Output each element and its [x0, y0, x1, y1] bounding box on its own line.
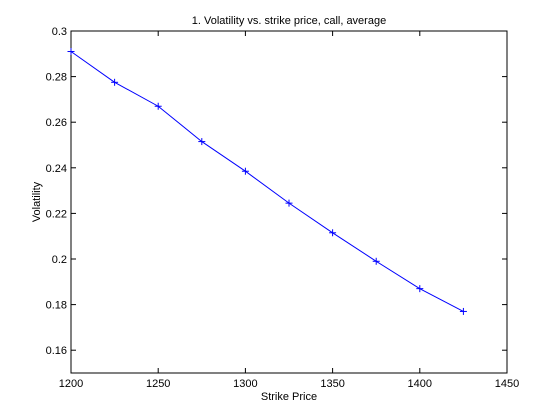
data-point: [329, 229, 337, 237]
y-tick-label: 0.22: [46, 208, 67, 220]
series-line: [70, 51, 464, 312]
data-point: [67, 48, 75, 56]
data-point: [154, 102, 162, 110]
x-tick-label: 1400: [408, 378, 432, 390]
y-tick-label: 0.28: [46, 72, 67, 84]
data-point: [241, 167, 249, 175]
axis-ticks: [70, 30, 508, 373]
y-tick-label: 0.16: [46, 345, 67, 357]
series-markers: [67, 48, 467, 315]
y-axis-label: Volatility: [31, 181, 43, 222]
data-point: [372, 257, 380, 265]
chart-title: 1. Volatility vs. strike price, call, av…: [192, 15, 386, 27]
data-point: [285, 199, 293, 207]
data-point: [111, 78, 119, 86]
y-tick-label: 0.26: [46, 117, 67, 129]
x-tick-label: 1450: [495, 378, 519, 390]
x-tick-label: 1200: [59, 378, 83, 390]
data-point: [459, 307, 467, 315]
x-tick-label: 1250: [146, 378, 170, 390]
y-tick-label: 0.2: [52, 254, 67, 266]
x-tick-label: 1350: [320, 378, 344, 390]
data-point: [416, 285, 424, 293]
y-tick-label: 0.24: [46, 163, 67, 175]
data-point: [198, 138, 206, 146]
y-tick-label: 0.3: [52, 26, 67, 38]
x-axis-label: Strike Price: [261, 391, 317, 403]
x-tick-label: 1300: [233, 378, 257, 390]
y-tick-label: 0.18: [46, 300, 67, 312]
axis-tick-labels: 1200 1250 1300 1350 1400 1450 0.16 0.18 0.2 0.22 0…: [46, 26, 520, 390]
